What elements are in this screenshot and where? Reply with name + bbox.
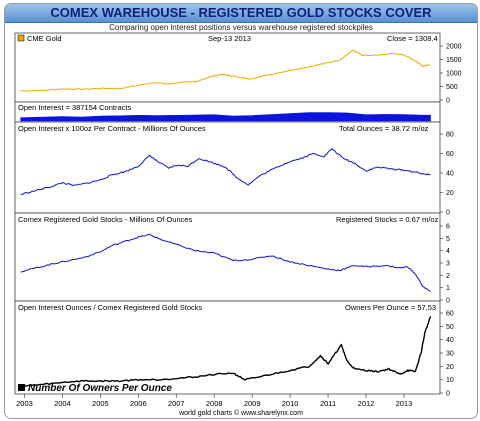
y-tick-label: 0 [446,210,450,217]
chart-title: COMEX WAREHOUSE - REGISTERED GOLD STOCKS… [50,5,432,20]
y-tick-label: 6 [446,224,450,231]
legend-swatch-owners [18,384,25,391]
y-tick-label: 60 [446,311,454,318]
x-tick-label: 2005 [92,399,109,408]
series-line-2 [20,148,431,195]
x-axis: 2003 2004 2005 2006 2007 2008 2009 2010 2011 2012… [16,394,412,408]
legend-total-ounces: Open Interest x 100oz Per Contract - Mil… [18,124,206,133]
open-interest-area [20,112,431,122]
series-line-4 [20,316,432,388]
y-tick-label: 1 [446,285,450,292]
x-tick-label: 2003 [16,399,33,408]
y-tick-label: 0 [446,391,450,398]
x-tick-label: 2008 [206,399,223,408]
legend-gold: CME Gold [27,34,62,43]
series-line-3 [20,233,431,293]
panel-gold-price: CME Gold Sep-13 2013 Close = 1308.4 0 500… [14,32,462,105]
gold-close-label: Close = 1308.4 [387,34,438,43]
y-tick-label: 60 [446,151,454,158]
x-tick-label: 2004 [54,399,71,408]
title-bar: COMEX WAREHOUSE - REGISTERED GOLD STOCKS… [5,4,477,23]
x-tick-label: 2011 [320,399,336,408]
y-tick-label: 1000 [446,71,462,78]
y-tick-label: 0 [446,298,450,305]
y-tick-label: 30 [446,351,454,358]
chart-frame: COMEX WAREHOUSE - REGISTERED GOLD STOCKS… [4,3,478,419]
gold-date-label: Sep-13 2013 [208,34,251,43]
y-tick-label: 500 [446,84,458,91]
legend-swatch-gold [17,34,25,42]
x-tick-label: 2006 [130,399,147,408]
y-tick-label: 40 [446,171,454,178]
owners-series-label: Number Of Owners Per Ounce [28,383,172,394]
y-tick-label: 3 [446,261,450,268]
owners-per-ounce-label: Owners Per Ounce = 57.53 [345,303,436,312]
y-tick-label: 2000 [446,44,462,51]
panel-open-interest: Open Interest = 387154 Contracts [14,101,441,123]
x-tick-label: 2007 [168,399,185,408]
panel-total-ounces: Open Interest x 100oz Per Contract - Mil… [14,121,454,217]
legend-owners-per-ounce: Open Interest Ounces / Comex Registered … [18,303,203,312]
y-tick-label: 1500 [446,57,462,64]
registered-stocks-label: Registered Stocks = 0.67 m/oz [336,215,439,224]
y-tick-label: 4 [446,248,450,255]
series-line-0 [20,49,431,92]
legend-registered-stocks: Comex Registered Gold Stocks - Millions … [18,215,192,224]
x-tick-label: 2010 [282,399,299,408]
y-tick-label: 50 [446,324,454,331]
y-tick-label: 80 [446,132,454,139]
total-ounces-label: Total Ounces = 38.72 m/oz [339,124,429,133]
y-tick-label: 10 [446,377,454,384]
chart-canvas: CME Gold Sep-13 2013 Close = 1308.4 0500… [14,32,462,417]
x-tick-label: 2009 [244,399,261,408]
y-tick-label: 2 [446,273,450,280]
panel-registered-stocks: Comex Registered Gold Stocks - Millions … [14,212,450,305]
chart-subtitle: Comparing open interest positions versus… [109,23,373,32]
legend-open-interest: Open Interest = 387154 Contracts [18,103,131,112]
y-tick-label: 20 [446,364,454,371]
y-tick-label: 5 [446,236,450,243]
y-tick-label: 20 [446,190,454,197]
y-tick-label: 0 [446,98,450,105]
y-tick-label: 40 [446,337,454,344]
x-tick-label: 2012 [358,399,375,408]
panel-owners-per-ounce: Open Interest Ounces / Comex Registered … [14,300,454,398]
x-tick-label: 2013 [396,399,413,408]
footer-credit: world gold charts © www.sharelynx.com [178,409,303,417]
